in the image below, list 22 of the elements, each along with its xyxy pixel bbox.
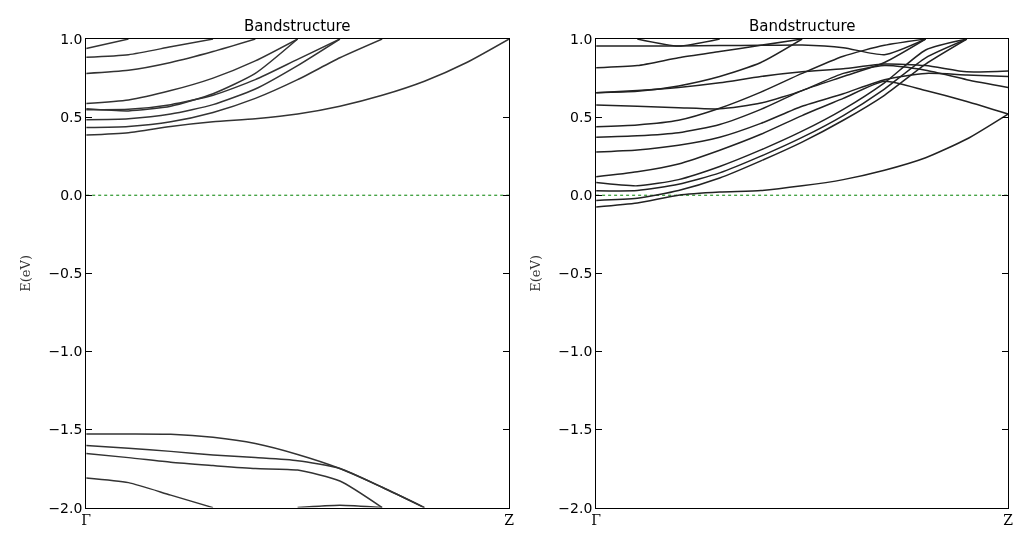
chart-title: Bandstructure: [244, 17, 351, 35]
y-tick-label: −1.5: [48, 421, 83, 438]
y-tick-label: −1.0: [558, 343, 593, 360]
y-tick-label: 1.0: [60, 30, 83, 47]
chart-title: Bandstructure: [749, 17, 856, 35]
y-tick-label: 1.0: [570, 30, 593, 47]
y-tick-label: 0.5: [60, 109, 83, 126]
y-tick-label: −2.0: [48, 499, 83, 516]
x-tick-label: Γ: [591, 512, 602, 529]
x-tick-label: Z: [1003, 512, 1014, 529]
x-tick-label: Γ: [81, 512, 92, 529]
y-tick-label: 0.5: [570, 109, 593, 126]
y-tick-label: 0.0: [570, 187, 593, 204]
x-tick-label: Z: [504, 512, 515, 529]
y-tick-label: 0.0: [60, 187, 83, 204]
y-tick-label: −0.5: [558, 265, 593, 282]
y-tick-label: −2.0: [558, 499, 593, 516]
y-tick-label: −1.0: [48, 343, 83, 360]
y-axis-title: E(eV): [18, 254, 34, 292]
y-tick-label: −1.5: [558, 421, 593, 438]
y-tick-label: −0.5: [48, 265, 83, 282]
y-axis-title: E(eV): [528, 254, 544, 292]
